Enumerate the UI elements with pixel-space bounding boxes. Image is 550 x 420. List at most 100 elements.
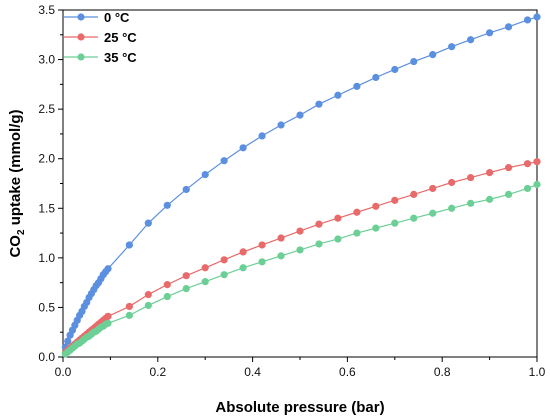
- series-1-point: [315, 100, 323, 108]
- series-3-point: [486, 195, 494, 203]
- series-2-point: [533, 158, 541, 166]
- series-3-point: [315, 240, 323, 248]
- series-1-point: [334, 91, 342, 99]
- axes-layer: 0.0 0.2 0.4 0.6 0.8 1.0 0.0 0.5 1.0 1.5 2.0 2.5 3.0 3…: [38, 3, 545, 379]
- series-1-point: [258, 132, 266, 140]
- series-3: [61, 180, 541, 358]
- series-3-point: [334, 235, 342, 243]
- series-2-point: [315, 220, 323, 228]
- series-3-point: [410, 214, 418, 222]
- series-2-point: [277, 234, 285, 242]
- series-2-point: [467, 173, 475, 182]
- y-axis-title-subscript: 2: [16, 229, 27, 235]
- series-3-point: [144, 301, 152, 310]
- series-3-point: [448, 204, 456, 212]
- series-3-point: [353, 229, 361, 237]
- series-2-point: [239, 248, 247, 256]
- series-3-point: [533, 180, 541, 189]
- series-3-line: [64, 183, 538, 355]
- x-tick-label: 0.8: [434, 365, 451, 379]
- series-1-point: [372, 73, 380, 82]
- series-1-point: [239, 144, 247, 152]
- series-layer: [61, 13, 541, 358]
- series-3-point: [220, 271, 228, 279]
- series-1-point: [201, 170, 209, 179]
- y-tick-label: 3.0: [38, 53, 55, 67]
- series-1-point: [429, 51, 437, 59]
- series-1-point: [220, 157, 228, 165]
- series-2-point: [163, 281, 171, 289]
- series-2-point: [258, 241, 266, 249]
- legend-label: 35 °C: [104, 50, 137, 65]
- series-1-point: [277, 121, 285, 129]
- series-2-point: [201, 264, 209, 272]
- y-tick-label: 1.5: [38, 201, 55, 215]
- series-1-point: [104, 265, 112, 273]
- x-tick-label: 0.6: [339, 365, 356, 379]
- series-3-point: [429, 209, 437, 217]
- series-2-point: [296, 227, 304, 235]
- series-2-point: [125, 302, 133, 311]
- y-axis-title: CO2 uptake (mmol/g): [7, 109, 27, 257]
- y-axis-title-rest: uptake (mmol/g): [7, 109, 24, 229]
- series-3-point: [104, 319, 112, 327]
- series-3-point: [504, 190, 513, 199]
- x-tick-label: 0.0: [55, 365, 72, 379]
- x-tick-label: 1.0: [529, 365, 546, 379]
- series-2-point: [429, 184, 437, 193]
- legend-marker: [77, 33, 85, 41]
- series-1-point: [391, 65, 399, 74]
- x-tick-label: 0.2: [149, 365, 166, 379]
- series-3-point: [163, 292, 171, 301]
- series-2-point: [182, 272, 190, 280]
- series-2: [61, 158, 541, 357]
- series-2-point: [486, 168, 494, 177]
- series-3-point: [467, 199, 475, 207]
- legend-marker: [77, 53, 85, 61]
- plot-area: [61, 9, 541, 358]
- series-3-point: [258, 258, 266, 266]
- series-1-point: [504, 23, 513, 31]
- series-3-point: [125, 311, 133, 319]
- series-3-point: [391, 219, 399, 227]
- series-1-point: [182, 185, 190, 194]
- series-3-point: [201, 278, 209, 286]
- series-3-point: [182, 284, 190, 293]
- series-2-point: [504, 164, 513, 172]
- y-tick-label: 3.5: [38, 3, 55, 17]
- y-tick-label: 1.0: [38, 251, 55, 265]
- legend-label: 25 °C: [104, 30, 137, 45]
- series-2-point: [523, 160, 532, 168]
- series-1-point: [448, 43, 456, 51]
- legend-marker: [77, 13, 85, 21]
- y-tick-label: 0.5: [38, 300, 55, 314]
- series-1-point: [533, 13, 541, 21]
- series-2-point: [104, 312, 112, 320]
- x-axis-title: Absolute pressure (bar): [215, 399, 384, 416]
- series-1-point: [125, 241, 133, 249]
- y-tick-label: 2.5: [38, 102, 55, 116]
- series-2-point: [334, 214, 342, 222]
- series-2-point: [410, 190, 418, 199]
- y-tick-label: 0.0: [38, 350, 55, 364]
- series-1: [61, 13, 541, 351]
- series-1-point: [486, 29, 494, 37]
- series-2-point: [448, 178, 456, 187]
- legend: 0 °C 25 °C 35 °C: [64, 10, 137, 65]
- y-tick-label: 2.0: [38, 152, 55, 166]
- series-1-point: [410, 57, 418, 66]
- series-2-point: [144, 290, 152, 299]
- y-axis-title-main: CO: [7, 235, 24, 258]
- series-2-line: [64, 161, 538, 354]
- series-1-point: [523, 16, 532, 24]
- series-3-point: [239, 264, 247, 272]
- series-1-point: [353, 82, 361, 90]
- series-2-point: [220, 256, 228, 264]
- legend-label: 0 °C: [104, 10, 130, 25]
- series-3-point: [277, 252, 285, 260]
- series-3-point: [523, 184, 532, 193]
- x-tick-label: 0.4: [244, 365, 261, 379]
- series-2-point: [353, 208, 361, 216]
- series-1-point: [163, 201, 171, 209]
- series-1-point: [64, 337, 72, 345]
